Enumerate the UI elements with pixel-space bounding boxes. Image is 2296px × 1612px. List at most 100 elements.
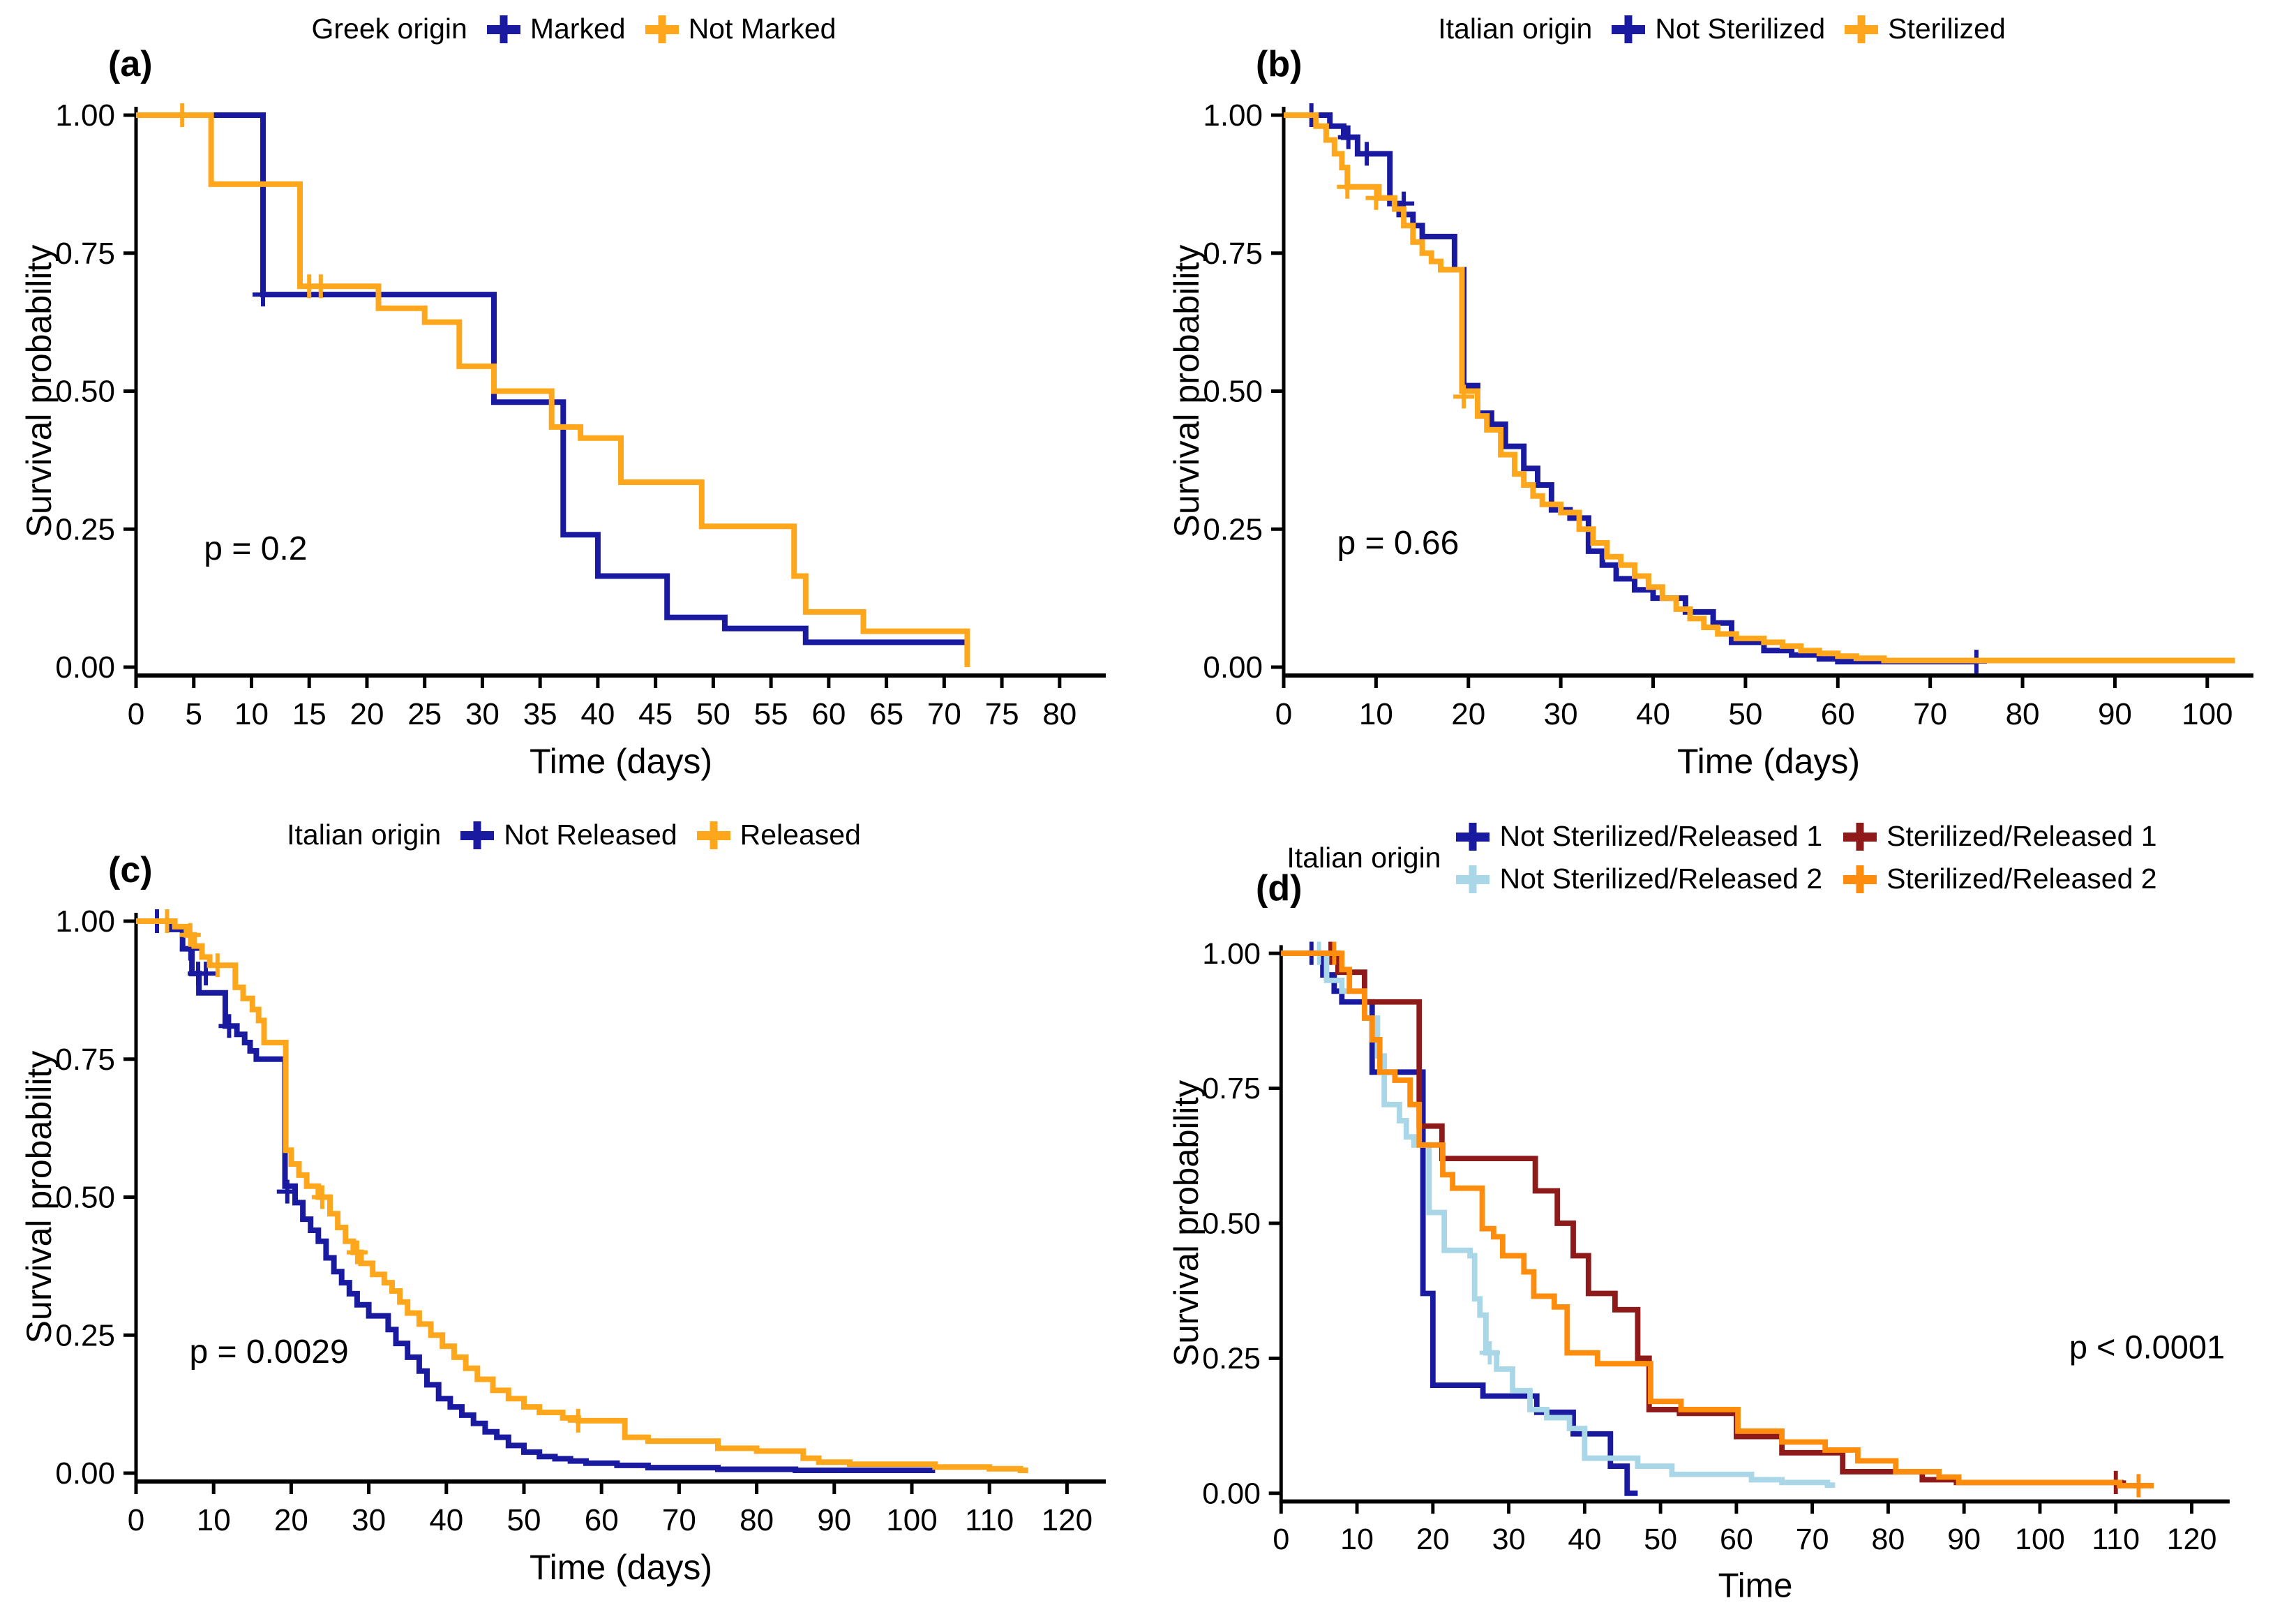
legend-item: Sterilized/Released 2 [1842,863,2157,895]
legend-item: Sterilized/Released 1 [1842,820,2157,853]
y-axis-title: Survival probability [20,1051,59,1344]
censor-marks [1323,941,2149,1498]
legend-item: Marked [486,13,626,45]
legend-c: Italian origin Not Released Released [0,819,1148,851]
svg-text:0.25: 0.25 [55,1318,115,1352]
svg-text:50: 50 [507,1503,541,1537]
svg-text:5: 5 [185,697,202,731]
survival-curve [1281,950,2124,1486]
legend-item-label: Not Sterilized/Released 2 [1499,863,1823,895]
legend-item-label: Released [740,819,861,851]
legend-items: Not Released Released [459,819,861,851]
legend-item-label: Not Released [504,819,677,851]
svg-text:110: 110 [2092,1523,2140,1556]
panel-b: (b) Italian origin Not Sterilized Steril… [1148,0,2296,806]
survival-curve [1281,950,1638,1496]
survival-plot-a: 1.00 0.75 0.50 0.25 0.00 0 5 10 15 20 25 30 35 40 45 50… [17,87,1134,789]
svg-text:0.00: 0.00 [55,1456,115,1491]
svg-text:50: 50 [1728,697,1762,731]
svg-text:60: 60 [1821,697,1855,731]
svg-text:1.00: 1.00 [55,98,115,133]
legend-item-label: Not Sterilized [1655,13,1826,45]
legend-items: Marked Not Marked [486,13,836,45]
svg-text:0: 0 [128,1503,144,1537]
legend-item: Released [696,819,861,851]
svg-text:0.50: 0.50 [1203,375,1263,409]
svg-text:1.00: 1.00 [55,904,115,939]
legend-title: Italian origin [287,819,442,851]
svg-text:70: 70 [1913,697,1947,731]
svg-text:0: 0 [1273,1523,1289,1556]
legend-item-label: Sterilized/Released 2 [1886,863,2157,895]
svg-text:20: 20 [1451,697,1485,731]
svg-text:10: 10 [197,1503,231,1537]
censor-plus-icon [1845,15,1879,43]
svg-text:60: 60 [811,697,846,731]
svg-text:20: 20 [350,697,384,731]
censor-plus-icon [645,15,679,43]
svg-text:30: 30 [465,697,500,731]
km-plot-svg: 1.00 0.75 0.50 0.25 0.00 0 5 10 15 20 25 30 35 40 45 50… [20,98,1106,781]
legend-item-label: Not Sterilized/Released 1 [1499,820,1823,852]
svg-text:0.25: 0.25 [1203,512,1263,546]
svg-text:80: 80 [2006,697,2040,731]
censor-plus-icon [486,15,520,43]
svg-text:0: 0 [128,697,144,731]
survival-curve [136,918,1028,1473]
svg-text:40: 40 [1636,697,1670,731]
panel-d: (d) Italian origin Not Sterilized/Releas… [1148,806,2296,1612]
panel-a: (a) Greek origin Marked Not Marked 1.00 0… [0,0,1148,806]
svg-text:35: 35 [523,697,557,731]
censor-marks [253,283,273,307]
panel-label-d: (d) [1256,868,1303,909]
svg-text:0.50: 0.50 [55,375,115,409]
svg-text:40: 40 [429,1503,463,1537]
svg-text:70: 70 [662,1503,696,1537]
p-value-label: p < 0.0001 [2069,1329,2225,1365]
svg-text:0.00: 0.00 [1203,650,1263,685]
svg-text:75: 75 [985,697,1019,731]
svg-text:50: 50 [1644,1523,1677,1556]
svg-text:40: 40 [580,697,615,731]
legend-item: Not Sterilized/Released 1 [1455,820,1822,853]
svg-text:25: 25 [407,697,442,731]
svg-text:0.00: 0.00 [55,650,115,685]
legend-item-label: Sterilized [1888,13,2006,45]
legend-item-label: Sterilized/Released 1 [1886,820,2157,852]
svg-text:0.75: 0.75 [55,237,115,271]
panel-label-b: (b) [1256,44,1303,84]
svg-text:100: 100 [2182,697,2233,731]
legend-item: Not Marked [644,13,836,45]
legend-item: Not Released [459,819,677,851]
svg-text:80: 80 [1871,1523,1905,1556]
p-value-label: p = 0.66 [1337,525,1459,562]
svg-text:90: 90 [817,1503,851,1537]
svg-text:20: 20 [274,1503,308,1537]
svg-text:65: 65 [869,697,903,731]
censor-plus-icon [1456,822,1490,851]
p-value-label: p = 0.0029 [189,1334,348,1371]
x-axis-title: Time (days) [530,1548,712,1587]
svg-text:90: 90 [2098,697,2132,731]
censor-plus-icon [1612,15,1646,43]
legend-items: Not Sterilized Sterilized [1610,13,2006,45]
p-value-label: p = 0.2 [204,530,307,567]
svg-text:0.75: 0.75 [1203,237,1263,271]
svg-text:10: 10 [1340,1523,1374,1556]
svg-text:100: 100 [886,1503,937,1537]
svg-text:80: 80 [1042,697,1076,731]
legend-a: Greek origin Marked Not Marked [0,13,1148,45]
svg-text:10: 10 [234,697,269,731]
svg-text:30: 30 [1492,1523,1526,1556]
legend-item-label: Marked [530,13,626,45]
legend-title: Italian origin [1438,13,1593,45]
svg-text:0.25: 0.25 [55,512,115,546]
censor-plus-icon [460,821,495,849]
svg-text:0.25: 0.25 [1202,1342,1261,1375]
svg-text:1.00: 1.00 [1202,937,1261,971]
svg-text:50: 50 [696,697,730,731]
svg-text:70: 70 [1796,1523,1829,1556]
survival-plot-b: 1.00 0.75 0.50 0.25 0.00 0 10 20 30 40 50 60 70 80 90 1… [1165,87,2281,789]
legend-item: Not Sterilized [1610,13,1825,45]
